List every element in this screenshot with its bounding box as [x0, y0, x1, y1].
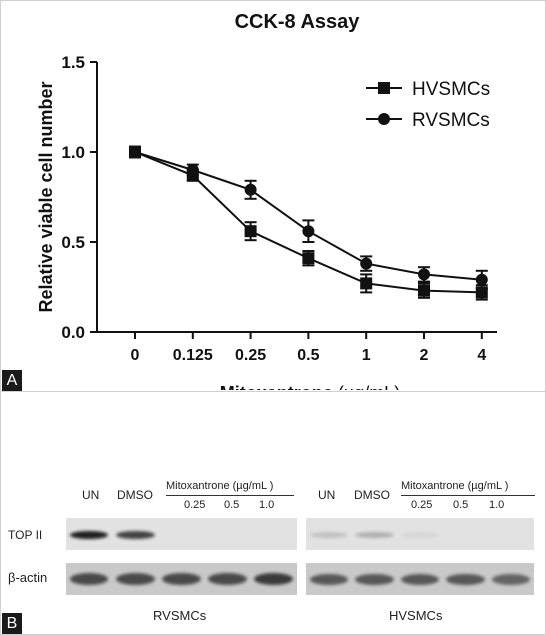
rvsmc-top2-band-1: [115, 531, 155, 539]
rvsmc-lane-un: UN: [82, 488, 100, 502]
legend-hvsmcs-label: HVSMCs: [412, 79, 490, 100]
rvsmc-actin-band-1: [115, 573, 155, 585]
x-tick-label-6: 4: [477, 347, 486, 364]
hvsmc-lane-dmso: DMSO: [354, 488, 390, 502]
y-tick-label-1: 0.5: [61, 233, 85, 252]
rvsmc-actin-band-4: [254, 573, 294, 585]
x-tick-label-5: 2: [420, 347, 429, 364]
row-label-top2: TOP II: [8, 528, 43, 542]
hvsmc-dose-1: 0.5: [453, 499, 469, 511]
y-tick-label-3: 1.5: [61, 53, 85, 72]
hvsmc-actin-band-4: [492, 574, 531, 585]
x-tick-label-2: 0.25: [235, 347, 266, 364]
hvsmc-actin-strip: [306, 563, 534, 595]
hvsmc-actin-band-2: [400, 574, 440, 585]
y-tick-label-0: 0.0: [61, 323, 85, 342]
hvsmcs-point-3: [302, 252, 315, 265]
x-tick-label-4: 1: [362, 347, 371, 364]
hvsmcs-point-2: [244, 225, 257, 238]
rvsmc-actin-band-3: [208, 573, 248, 585]
rvsmc-treatment-underline: [166, 495, 294, 496]
hvsmc-top2-band-1: [355, 532, 394, 538]
hvsmc-dose-0: 0.25: [411, 499, 433, 511]
panel-b-label: B: [2, 613, 22, 634]
rvsmc-top2-band-0: [69, 531, 109, 539]
rvsmcs-point-2: [244, 183, 257, 196]
hvsmc-top2-strip: [306, 518, 534, 550]
rvsmcs-point-0: [129, 146, 141, 158]
hvsmc-actin-band-3: [446, 574, 485, 585]
rvsmc-lane-dmso: DMSO: [117, 488, 153, 502]
rvsmcs-point-4: [360, 257, 373, 270]
hvsmc-lane-un: UN: [318, 488, 336, 502]
hvsmc-dose-2: 1.0: [489, 499, 505, 511]
panel-divider: [0, 391, 546, 392]
rvsmc-treatment-label: Mitoxantrone (µg/mL ): [166, 480, 274, 492]
hvsmc-actin-band-1: [355, 574, 394, 585]
y-tick-label-2: 1.0: [61, 143, 85, 162]
hvsmcs-point-4: [360, 277, 373, 290]
hvsmcs-point-5: [418, 284, 430, 297]
rvsmcs-point-1: [186, 164, 199, 176]
rvsmc-actin-band-2: [162, 573, 201, 585]
chart-title: CCK-8 Assay: [235, 11, 361, 33]
panel-a-label: A: [2, 370, 22, 391]
x-axis-label: Mitoxantrone (µg/mL): [220, 383, 400, 390]
legend-hvsmcs-marker: [378, 82, 390, 94]
legend-rvsmcs-marker: [378, 113, 390, 125]
rvsmc-top2-strip: [66, 518, 297, 550]
x-tick-label-0: 0: [131, 347, 140, 364]
y-axis-label: Relative viable cell number: [36, 81, 56, 312]
rvsmcs-point-3: [302, 225, 315, 238]
hvsmc-actin-band-0: [309, 574, 348, 585]
rvsmc-caption: RVSMCs: [153, 608, 207, 623]
rvsmc-actin-band-0: [69, 573, 109, 585]
rvsmc-dose-0: 0.25: [184, 499, 206, 511]
rvsmcs-point-5: [418, 268, 430, 281]
row-label-actin: β-actin: [8, 570, 48, 585]
hvsmc-treatment-label: Mitoxantrone (µg/mL ): [401, 480, 509, 492]
rvsmc-dose-1: 0.5: [224, 499, 240, 511]
x-tick-label-1: 0.125: [173, 347, 213, 364]
rvsmcs-point-6: [475, 273, 488, 286]
hvsmc-caption: HVSMCs: [389, 608, 443, 623]
rvsmc-actin-strip: [66, 563, 297, 595]
hvsmc-treatment-underline: [401, 495, 535, 496]
hvsmc-top2-band-2: [400, 532, 440, 538]
cck8-line-chart: CCK-8 Assay 0.0 0.5 1.0 1.5 0 0.125 0.25 0.5 1 2 4 R…: [36, 11, 497, 390]
rvsmc-dose-2: 1.0: [259, 499, 275, 511]
x-tick-label-3: 0.5: [297, 347, 319, 364]
legend-rvsmcs-label: RVSMCs: [412, 110, 490, 131]
hvsmc-top2-band-0: [309, 532, 348, 538]
